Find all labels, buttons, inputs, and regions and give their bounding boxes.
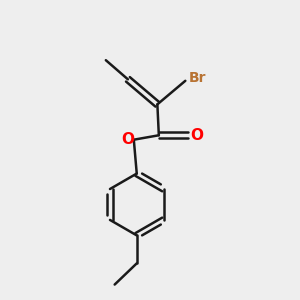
Text: O: O bbox=[121, 132, 134, 147]
Text: Br: Br bbox=[189, 71, 206, 85]
Text: O: O bbox=[190, 128, 203, 143]
